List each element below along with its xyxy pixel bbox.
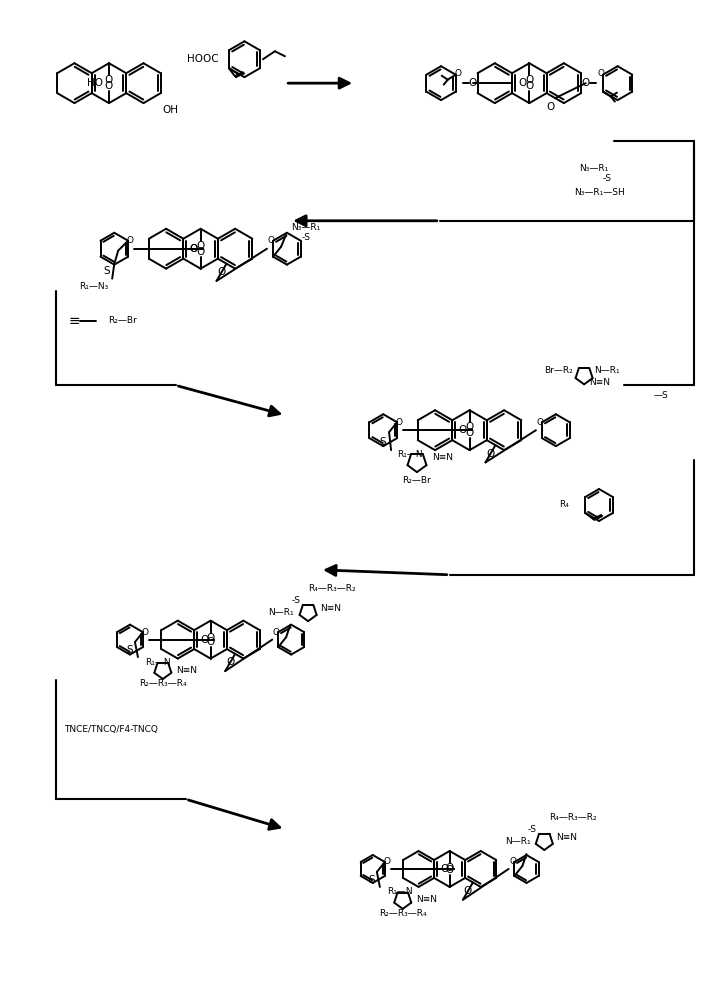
Text: N≡N: N≡N bbox=[320, 604, 341, 613]
Text: R₁—N: R₁—N bbox=[397, 450, 423, 459]
Text: O: O bbox=[127, 236, 134, 245]
Text: O: O bbox=[525, 81, 533, 91]
Text: O: O bbox=[396, 418, 403, 427]
Text: O: O bbox=[509, 857, 516, 866]
Text: ‐S: ‐S bbox=[291, 596, 300, 605]
Text: O: O bbox=[466, 422, 473, 432]
Text: ‐S: ‐S bbox=[528, 825, 536, 834]
Text: O: O bbox=[446, 863, 454, 873]
Text: N₃—R₁: N₃—R₁ bbox=[579, 164, 608, 173]
Text: N≡N: N≡N bbox=[416, 895, 436, 904]
Text: ≡: ≡ bbox=[68, 314, 80, 328]
Text: O: O bbox=[206, 633, 215, 643]
Text: R₂—Br: R₂—Br bbox=[402, 476, 431, 485]
Text: N≡N: N≡N bbox=[589, 378, 610, 387]
Text: N≡N: N≡N bbox=[432, 453, 453, 462]
Text: N≡N: N≡N bbox=[176, 666, 197, 675]
Text: R₁—N₃: R₁—N₃ bbox=[79, 282, 108, 291]
Text: OH: OH bbox=[162, 105, 178, 115]
Text: S: S bbox=[103, 266, 110, 276]
Text: O: O bbox=[105, 75, 113, 85]
Text: S: S bbox=[379, 437, 386, 447]
Text: O: O bbox=[197, 241, 205, 251]
Text: N—R₁: N—R₁ bbox=[268, 608, 294, 617]
Text: R₁—N: R₁—N bbox=[387, 887, 412, 896]
Text: O: O bbox=[525, 75, 533, 85]
Text: O: O bbox=[536, 418, 543, 427]
Text: O: O bbox=[446, 865, 454, 875]
Text: N₃—R₁: N₃—R₁ bbox=[291, 223, 320, 232]
Text: O: O bbox=[468, 78, 477, 88]
Text: O: O bbox=[440, 864, 448, 874]
Text: ‐S: ‐S bbox=[302, 233, 311, 242]
Text: O: O bbox=[518, 78, 526, 88]
Text: O: O bbox=[226, 657, 234, 667]
Text: R₂—Br: R₂—Br bbox=[108, 316, 137, 325]
Text: O: O bbox=[200, 635, 209, 645]
Text: O: O bbox=[466, 428, 473, 438]
Text: Br—R₂: Br—R₂ bbox=[544, 366, 573, 375]
Text: N≡N: N≡N bbox=[556, 833, 577, 842]
Text: —S: —S bbox=[654, 391, 669, 400]
Text: N—R₁: N—R₁ bbox=[594, 366, 619, 375]
Text: HO: HO bbox=[87, 78, 103, 88]
Text: O: O bbox=[464, 886, 472, 896]
Text: O: O bbox=[597, 69, 604, 78]
Text: HOOC: HOOC bbox=[187, 54, 219, 64]
Text: TNCE/TNCQ/F4-TNCQ: TNCE/TNCQ/F4-TNCQ bbox=[64, 725, 158, 734]
Text: O: O bbox=[197, 247, 205, 257]
Text: O: O bbox=[546, 102, 555, 112]
Text: S: S bbox=[368, 875, 375, 885]
Text: O: O bbox=[273, 628, 280, 637]
Text: S: S bbox=[126, 645, 133, 655]
Text: O: O bbox=[105, 81, 113, 91]
Text: O: O bbox=[458, 425, 466, 435]
Text: R₄—R₃—R₂: R₄—R₃—R₂ bbox=[549, 813, 597, 822]
Text: O: O bbox=[383, 857, 390, 866]
Text: O: O bbox=[454, 69, 461, 78]
Text: ‐S: ‐S bbox=[603, 174, 612, 183]
Text: O: O bbox=[217, 267, 226, 277]
Text: O: O bbox=[486, 449, 495, 459]
Text: N₃—R₁—SH: N₃—R₁—SH bbox=[574, 188, 625, 197]
Text: R₄: R₄ bbox=[559, 500, 569, 509]
Text: R₂—R₃—R₄: R₂—R₃—R₄ bbox=[139, 679, 187, 688]
Text: R₁—N: R₁—N bbox=[145, 658, 171, 667]
Text: O: O bbox=[206, 637, 215, 647]
Text: O: O bbox=[268, 236, 274, 245]
Text: O: O bbox=[142, 628, 148, 637]
Text: R₄—R₃—R₂: R₄—R₃—R₂ bbox=[308, 584, 356, 593]
Text: R₂—R₃—R₄: R₂—R₃—R₄ bbox=[379, 909, 426, 918]
Text: O: O bbox=[189, 244, 197, 254]
Text: O: O bbox=[582, 78, 590, 88]
Text: O: O bbox=[189, 244, 197, 254]
Text: N—R₁: N—R₁ bbox=[505, 837, 530, 846]
